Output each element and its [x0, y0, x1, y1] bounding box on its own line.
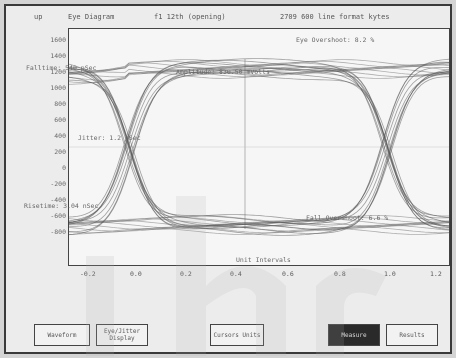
- eye-trace-low-level: [69, 220, 449, 227]
- eye-trace-high-level: [69, 62, 449, 75]
- fall-time-readout: Falltime: 540 pSec: [26, 64, 97, 72]
- eye-trace-high-level: [69, 65, 449, 74]
- eye-trace-low-level: [69, 228, 449, 235]
- eye-trace-rise-fall: [69, 62, 449, 225]
- eye-trace-high-level: [69, 68, 449, 81]
- y-tick-label: 1400: [50, 52, 66, 60]
- fall-overshoot-readout: Fall Overshoot: 6.6 %: [306, 214, 389, 222]
- rise-time-readout: Risetime: 3.04 nSec: [24, 202, 99, 210]
- cursors-units-button[interactable]: Cursors Units: [210, 324, 264, 346]
- eye-trace-fall-rise: [69, 58, 449, 222]
- x-tick-label: 0.6: [282, 270, 294, 278]
- title-bar: up Eye Diagram f1 12th (opening) 2709 60…: [6, 6, 450, 28]
- eye-trace-rise-fall: [69, 67, 449, 229]
- x-tick-label: -0.2: [80, 270, 96, 278]
- y-tick-label: -200: [50, 180, 66, 188]
- x-axis-title: Unit Intervals: [236, 256, 291, 264]
- waveform-button[interactable]: Waveform: [34, 324, 90, 346]
- eye-trace-high-level: [69, 59, 449, 72]
- eye-trace-rise-fall: [69, 58, 449, 219]
- title-mode: Eye Diagram: [68, 13, 115, 21]
- eye-trace-low-level: [69, 226, 449, 234]
- eye-trace-low-level: [69, 215, 449, 222]
- eye-diagram-plot[interactable]: [68, 28, 450, 266]
- eye-trace-fall-rise: [69, 71, 449, 234]
- y-tick-label: -800: [50, 228, 66, 236]
- title-channel: f1 12th (opening): [154, 13, 226, 21]
- eye-diagram-screen: up Eye Diagram f1 12th (opening) 2709 60…: [4, 4, 452, 356]
- jitter-readout: Jitter: 1.2 pSec: [78, 134, 141, 142]
- x-tick-label: 0.4: [230, 270, 242, 278]
- y-tick-label: 800: [54, 100, 66, 108]
- eye-trace-high-level: [69, 64, 449, 75]
- title-format: 2709 600 line format kytes: [280, 13, 390, 21]
- y-tick-label: 0: [62, 164, 66, 172]
- eye-overshoot-readout: Eye Overshoot: 8.2 %: [296, 36, 375, 44]
- eye-trace-high-level: [69, 72, 449, 85]
- eye-trace-high-level: [69, 60, 449, 74]
- x-tick-label: 0.8: [334, 270, 346, 278]
- y-tick-label: -400: [50, 196, 66, 204]
- eye-jitter-display-button[interactable]: Eye/Jitter Display: [96, 324, 148, 346]
- title-left: up: [34, 13, 43, 21]
- y-tick-label: 600: [54, 116, 66, 124]
- measure-button[interactable]: Measure: [328, 324, 380, 346]
- x-tick-label: 0.2: [180, 270, 192, 278]
- y-tick-label: 1000: [50, 84, 66, 92]
- y-tick-label: 400: [54, 132, 66, 140]
- eye-traces: [69, 58, 449, 236]
- y-tick-label: 1600: [50, 36, 66, 44]
- x-tick-label: 1.0: [384, 270, 396, 278]
- amplitude-readout: Amplitude: 830.50 mVolts: [176, 68, 270, 76]
- x-tick-label: 1.2: [430, 270, 442, 278]
- y-tick-label: -600: [50, 212, 66, 220]
- y-tick-label: 200: [54, 148, 66, 156]
- eye-trace-fall-rise: [69, 67, 449, 227]
- eye-trace-rise-fall: [69, 69, 449, 233]
- y-tick-label: 1200: [50, 68, 66, 76]
- eye-trace-fall-rise: [69, 76, 449, 236]
- x-tick-label: 0.0: [130, 270, 142, 278]
- eye-trace-rise-fall: [69, 66, 449, 228]
- results-button[interactable]: Results: [386, 324, 438, 346]
- eye-trace-low-level: [69, 221, 449, 229]
- eye-trace-rise-fall: [69, 71, 449, 236]
